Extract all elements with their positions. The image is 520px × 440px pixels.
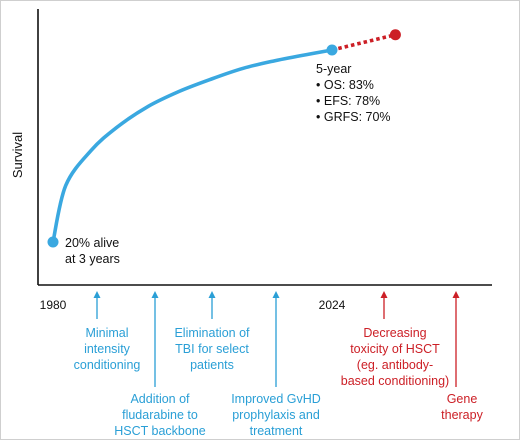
milestone-label-fludarabine: Addition of fludarabine to HSCT backbone [114, 392, 206, 438]
milestone-arrow-5 [380, 291, 388, 319]
end-annotation-os: • OS: 83% [316, 78, 374, 92]
current-point [326, 44, 338, 56]
projected-line [331, 33, 396, 52]
svg-text:prophylaxis and: prophylaxis and [232, 408, 320, 422]
svg-text:conditioning: conditioning [74, 358, 141, 372]
svg-text:(eg. antibody-: (eg. antibody- [357, 358, 433, 372]
svg-text:Elimination of: Elimination of [174, 326, 250, 340]
svg-text:fludarabine to: fludarabine to [122, 408, 198, 422]
svg-text:Improved GvHD: Improved GvHD [231, 392, 321, 406]
milestone-label-decreasing-toxicity: Decreasing toxicity of HSCT (eg. antibod… [341, 326, 449, 388]
milestone-arrow-6 [452, 291, 460, 387]
end-annotation-grfs: • GRFS: 70% [316, 110, 391, 124]
survival-line [51, 48, 334, 244]
svg-text:based conditioning): based conditioning) [341, 374, 449, 388]
svg-text:HSCT backbone: HSCT backbone [114, 424, 206, 438]
svg-text:Gene: Gene [447, 392, 478, 406]
svg-text:therapy: therapy [441, 408, 483, 422]
svg-text:toxicity of HSCT: toxicity of HSCT [350, 342, 440, 356]
x-tick-label-2024: 2024 [319, 298, 346, 312]
end-annotation-efs: • EFS: 78% [316, 94, 380, 108]
milestone-label-gene-therapy: Gene therapy [441, 392, 483, 422]
start-annotation-line2: at 3 years [65, 252, 120, 266]
end-annotation-title: 5-year [316, 62, 351, 76]
milestone-arrow-3 [208, 291, 216, 319]
svg-text:patients: patients [190, 358, 234, 372]
y-axis-label: Survival [10, 132, 25, 178]
svg-text:TBI for select: TBI for select [175, 342, 249, 356]
svg-text:Addition of: Addition of [130, 392, 190, 406]
svg-text:Minimal: Minimal [85, 326, 128, 340]
svg-text:treatment: treatment [250, 424, 303, 438]
milestone-arrow-2 [151, 291, 159, 387]
milestone-arrow-1 [93, 291, 101, 319]
projected-point [389, 29, 401, 41]
start-annotation-line1: 20% alive [65, 236, 119, 250]
svg-text:Decreasing: Decreasing [363, 326, 426, 340]
milestone-arrow-4 [272, 291, 280, 387]
milestone-label-tbi-elimination: Elimination of TBI for select patients [174, 326, 250, 372]
start-point [47, 236, 59, 248]
milestone-label-minimal-intensity: Minimal intensity conditioning [74, 326, 141, 372]
milestone-label-gvhd-prophylaxis: Improved GvHD prophylaxis and treatment [231, 392, 321, 438]
x-tick-label-1980: 1980 [40, 298, 67, 312]
svg-text:intensity: intensity [84, 342, 131, 356]
